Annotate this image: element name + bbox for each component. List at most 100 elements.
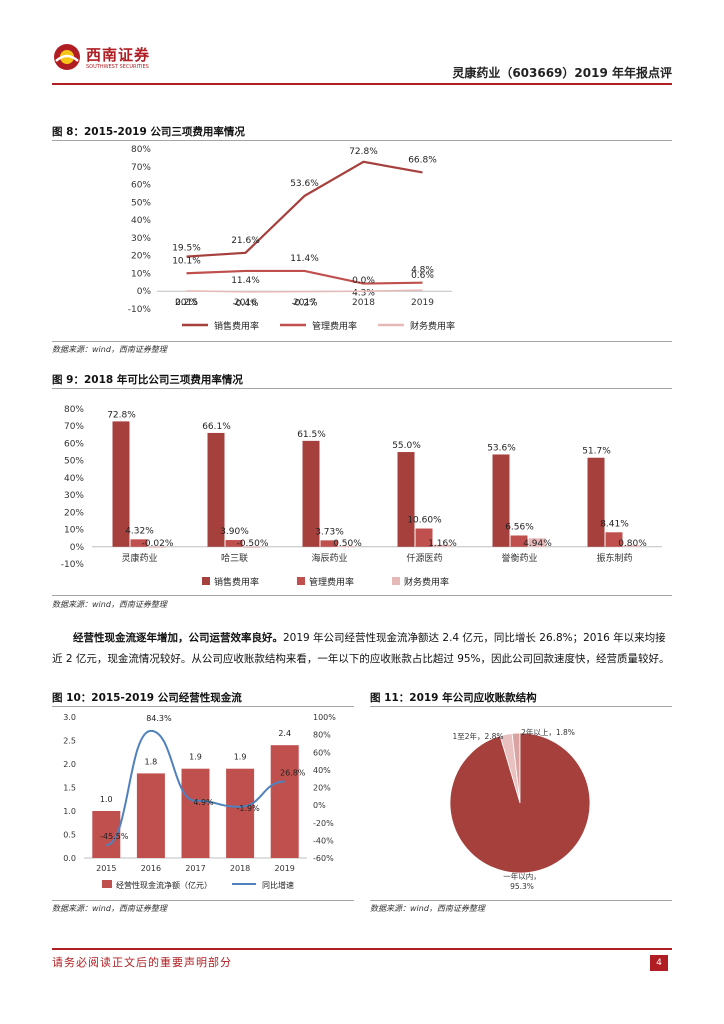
series-line-3 bbox=[186, 289, 423, 293]
logo-name: 西南证券 bbox=[86, 46, 151, 64]
report-title: 灵康药业（603669）2019 年年报点评 bbox=[452, 66, 672, 80]
bar-2 bbox=[320, 540, 338, 547]
data-label: 0.50% bbox=[333, 539, 362, 549]
data-label: 4.3% bbox=[352, 289, 375, 299]
footer-disclaimer-note: 请务必阅读正文后的重要声明部分 bbox=[52, 956, 232, 969]
cash-flow-bar bbox=[92, 811, 121, 858]
y-tick-label: 60% bbox=[64, 439, 84, 449]
bar-3 bbox=[338, 545, 356, 547]
data-label: 1.0 bbox=[100, 795, 113, 804]
y2-tick-label: -60% bbox=[313, 854, 334, 863]
bar-1 bbox=[587, 457, 605, 547]
data-label: 72.8% bbox=[349, 147, 378, 157]
y-tick-label: 40% bbox=[64, 474, 84, 484]
paragraph-lead: 经营性现金流逐年增加，公司运营效率良好。 bbox=[73, 632, 283, 644]
data-label: 0.0% bbox=[352, 276, 375, 286]
x-tick-label: 2015 bbox=[96, 864, 116, 873]
figure-10-source: 数据来源：wind，西南证券整理 bbox=[52, 904, 167, 913]
data-label: 4.9% bbox=[193, 798, 214, 807]
bar-2 bbox=[510, 535, 528, 547]
data-label: 6.56% bbox=[505, 522, 534, 532]
body-paragraph: 经营性现金流逐年增加，公司运营效率良好。2019 年公司经营性现金流净额达 2.… bbox=[52, 628, 672, 670]
figure-9-source: 数据来源：wind，西南证券整理 bbox=[52, 600, 167, 609]
data-label: 21.6% bbox=[231, 236, 260, 246]
legend-label: 经营性现金流净额（亿元） bbox=[116, 880, 212, 890]
logo-english-name: SOUTHWEST SECURITIES bbox=[86, 64, 149, 70]
y2-tick-label: -20% bbox=[313, 819, 334, 828]
cash-flow-bar bbox=[270, 745, 299, 858]
x-tick-label: 誉衡药业 bbox=[501, 552, 537, 564]
y-tick-label: 70% bbox=[131, 163, 151, 173]
bar-1 bbox=[302, 440, 320, 547]
data-label: 10.1% bbox=[172, 256, 201, 266]
y-tick-label: 50% bbox=[131, 198, 151, 208]
figure-9-title: 图 9：2018 年可比公司三项费用率情况 bbox=[52, 374, 243, 386]
figure-11-top-rule bbox=[370, 706, 672, 707]
cash-flow-bar bbox=[181, 768, 210, 858]
bar-1 bbox=[207, 432, 225, 547]
y2-tick-label: 20% bbox=[313, 784, 331, 793]
y-tick-label: 80% bbox=[131, 145, 151, 155]
header-rule bbox=[52, 83, 672, 85]
data-label: 51.7% bbox=[582, 447, 611, 457]
figure-11-source: 数据来源：wind，西南证券整理 bbox=[370, 904, 485, 913]
bar-2 bbox=[605, 532, 623, 547]
y-tick-label: 10% bbox=[131, 269, 151, 279]
y2-tick-label: 100% bbox=[313, 713, 336, 722]
pie-label: 一年以内， bbox=[503, 871, 541, 881]
footer-rule bbox=[52, 948, 672, 950]
y2-tick-label: -40% bbox=[313, 836, 334, 845]
data-label: 61.5% bbox=[297, 430, 326, 440]
y-tick-label: 2.5 bbox=[63, 737, 76, 746]
x-tick-label: 振东制药 bbox=[596, 552, 632, 564]
data-label: 53.6% bbox=[487, 443, 516, 453]
x-tick-label: 哈三联 bbox=[221, 552, 248, 564]
cash-flow-bar bbox=[226, 768, 255, 858]
figure-9-bottom-rule bbox=[52, 595, 672, 596]
legend-label: 财务费用率 bbox=[404, 576, 449, 588]
y-tick-label: 30% bbox=[64, 491, 84, 501]
bar-3 bbox=[148, 546, 166, 548]
bar-3 bbox=[623, 545, 641, 547]
y-tick-label: 60% bbox=[131, 181, 151, 191]
x-tick-label: 2016 bbox=[234, 298, 257, 308]
data-label: 1.9 bbox=[234, 753, 247, 762]
data-label: 72.8% bbox=[107, 410, 136, 420]
figure-9-chart: 80% 70% 60% 50% 40% 30% 20% 10% 0% -10% 灵康药业 哈三联 海辰药… bbox=[61, 405, 662, 588]
figure-10-chart: 3.0 2.5 2.0 1.5 1.0 0.5 0.0 100% 80% 60% 40% 20% 0% -… bbox=[63, 713, 336, 890]
y-tick-label: 0% bbox=[70, 543, 85, 553]
x-tick-label: 2017 bbox=[185, 864, 205, 873]
x-tick-label: 2018 bbox=[230, 864, 250, 873]
legend-swatch bbox=[202, 577, 210, 585]
figure-11-chart: 1至2年，2.8% 2年以上，1.8% 一年以内，95.3% bbox=[449, 727, 591, 891]
y-tick-label: 50% bbox=[64, 457, 84, 467]
figure-8-title: 图 8：2015-2019 公司三项费用率情况 bbox=[52, 126, 245, 138]
figure-8-bottom-rule bbox=[52, 341, 672, 342]
yoy-growth-line bbox=[105, 729, 285, 847]
page-number: 4 bbox=[650, 955, 668, 971]
data-label: 4.32% bbox=[125, 526, 154, 536]
y-tick-label: 0% bbox=[137, 287, 152, 297]
x-tick-label: 2015 bbox=[175, 298, 198, 308]
y-tick-label: 80% bbox=[64, 405, 84, 415]
data-label: 2.4 bbox=[278, 729, 291, 738]
figure-11-bottom-rule bbox=[370, 900, 672, 901]
pie-label: 1至2年，2.8% bbox=[452, 731, 503, 741]
figure-8-top-rule bbox=[52, 140, 672, 141]
y-tick-label: 20% bbox=[64, 508, 84, 518]
data-label: 66.8% bbox=[408, 155, 437, 165]
legend-label: 管理费用率 bbox=[309, 576, 354, 588]
data-label: -1.9% bbox=[236, 804, 260, 813]
data-label: 3.73% bbox=[315, 527, 344, 537]
data-label: 11.4% bbox=[231, 276, 260, 286]
y-tick-label: 70% bbox=[64, 422, 84, 432]
data-label: -0.4% bbox=[232, 299, 259, 309]
y-tick-label: 30% bbox=[131, 234, 151, 244]
legend-swatch bbox=[102, 880, 112, 888]
figure-10-bottom-rule bbox=[52, 900, 354, 901]
data-label: 11.4% bbox=[290, 254, 319, 264]
data-label: 8.41% bbox=[600, 519, 629, 529]
legend-swatch bbox=[392, 577, 400, 585]
legend-label: 销售费用率 bbox=[214, 320, 259, 332]
data-label: 0.6% bbox=[411, 271, 434, 281]
